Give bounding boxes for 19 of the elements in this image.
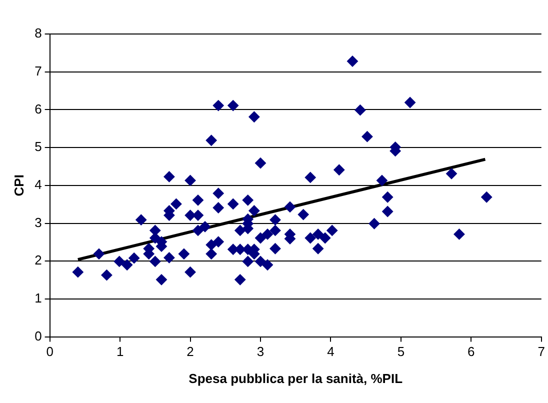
x-tick-label: 5	[397, 344, 405, 360]
y-tick-label: 3	[34, 214, 42, 230]
x-tick-label: 4	[327, 344, 334, 360]
y-tick-label: 8	[34, 26, 42, 41]
y-tick-label: 5	[34, 139, 42, 154]
y-tick-label: 7	[34, 63, 42, 78]
x-axis-title: Spesa pubblica per la sanità, %PIL	[188, 370, 403, 386]
y-tick-label: 4	[34, 176, 42, 192]
y-tick-label: 1	[34, 290, 42, 306]
y-tick-label: 0	[34, 328, 42, 344]
x-tick-label: 2	[186, 344, 194, 360]
x-tick-label: 0	[46, 344, 54, 360]
y-tick-label: 6	[34, 101, 42, 116]
y-axis-title: CPI	[11, 174, 26, 196]
x-tick-label: 6	[468, 344, 475, 360]
x-tick-label: 3	[256, 344, 264, 360]
x-tick-label: 1	[116, 344, 124, 360]
x-tick-label: 7	[538, 344, 545, 360]
y-tick-label: 2	[34, 252, 42, 268]
